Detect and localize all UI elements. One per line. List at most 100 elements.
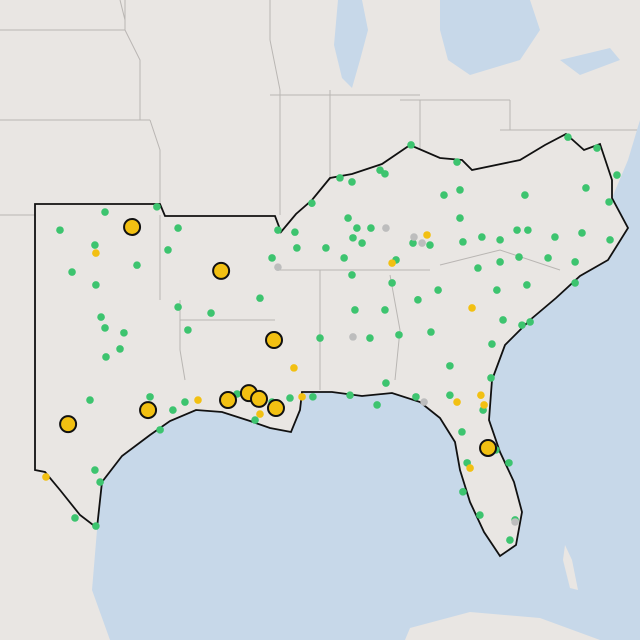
marker	[476, 511, 484, 519]
marker	[388, 259, 396, 267]
marker	[578, 229, 586, 237]
state-borders	[0, 0, 640, 390]
marker	[358, 239, 366, 247]
marker	[181, 398, 189, 406]
marker	[274, 263, 282, 271]
marker	[146, 393, 154, 401]
ocean	[92, 120, 640, 640]
marker	[426, 241, 434, 249]
marker	[291, 228, 299, 236]
marker	[322, 244, 330, 252]
marker	[346, 391, 354, 399]
large-marker	[250, 389, 269, 408]
marker	[407, 141, 415, 149]
marker	[518, 321, 526, 329]
markers	[42, 133, 621, 544]
marker	[493, 286, 501, 294]
marker	[366, 334, 374, 342]
marker	[349, 333, 357, 341]
marker	[91, 466, 99, 474]
marker	[86, 396, 94, 404]
lake-michigan	[334, 0, 368, 88]
marker	[418, 239, 426, 247]
marker	[348, 178, 356, 186]
marker	[446, 391, 454, 399]
marker	[606, 236, 614, 244]
marker	[92, 249, 100, 257]
marker	[381, 306, 389, 314]
islands	[405, 545, 600, 640]
marker	[91, 241, 99, 249]
marker	[71, 514, 79, 522]
marker	[496, 236, 504, 244]
marker	[164, 246, 172, 254]
marker	[456, 186, 464, 194]
marker	[251, 416, 259, 424]
marker	[513, 226, 521, 234]
marker	[613, 171, 621, 179]
marker	[96, 478, 104, 486]
large-marker	[265, 331, 284, 350]
marker	[102, 353, 110, 361]
marker	[523, 281, 531, 289]
large-marker	[139, 401, 158, 420]
marker	[68, 268, 76, 276]
marker	[207, 309, 215, 317]
marker	[521, 191, 529, 199]
marker	[174, 303, 182, 311]
marker	[412, 393, 420, 401]
marker	[593, 144, 601, 152]
marker	[420, 398, 428, 406]
marker	[427, 328, 435, 336]
marker	[459, 238, 467, 246]
marker	[381, 170, 389, 178]
marker	[388, 279, 396, 287]
marker	[571, 279, 579, 287]
marker	[367, 224, 375, 232]
marker	[564, 133, 572, 141]
marker	[116, 345, 124, 353]
marker	[133, 261, 141, 269]
marker	[293, 244, 301, 252]
marker	[316, 334, 324, 342]
lake-ontario	[560, 48, 620, 75]
marker	[515, 253, 523, 261]
marker	[336, 174, 344, 182]
marker	[382, 379, 390, 387]
marker	[478, 233, 486, 241]
marker	[353, 224, 361, 232]
marker	[499, 316, 507, 324]
marker	[544, 254, 552, 262]
marker	[496, 258, 504, 266]
marker	[97, 313, 105, 321]
marker	[488, 340, 496, 348]
marker	[373, 401, 381, 409]
large-marker	[266, 399, 285, 418]
bahamas	[563, 545, 578, 590]
marker	[466, 464, 474, 472]
marker	[268, 254, 276, 262]
marker	[582, 184, 590, 192]
large-marker	[212, 261, 231, 280]
marker	[101, 208, 109, 216]
large-marker	[479, 438, 498, 457]
marker	[480, 401, 488, 409]
marker	[505, 459, 513, 467]
marker	[174, 224, 182, 232]
region-outline	[34, 132, 630, 558]
marker	[298, 393, 306, 401]
marker	[571, 258, 579, 266]
marker	[348, 271, 356, 279]
marker	[92, 522, 100, 530]
marker	[349, 234, 357, 242]
marker	[487, 374, 495, 382]
marker	[92, 281, 100, 289]
marker	[468, 304, 476, 312]
marker	[56, 226, 64, 234]
marker	[459, 488, 467, 496]
marker	[340, 254, 348, 262]
marker	[409, 239, 417, 247]
marker	[526, 318, 534, 326]
large-marker	[59, 415, 78, 434]
